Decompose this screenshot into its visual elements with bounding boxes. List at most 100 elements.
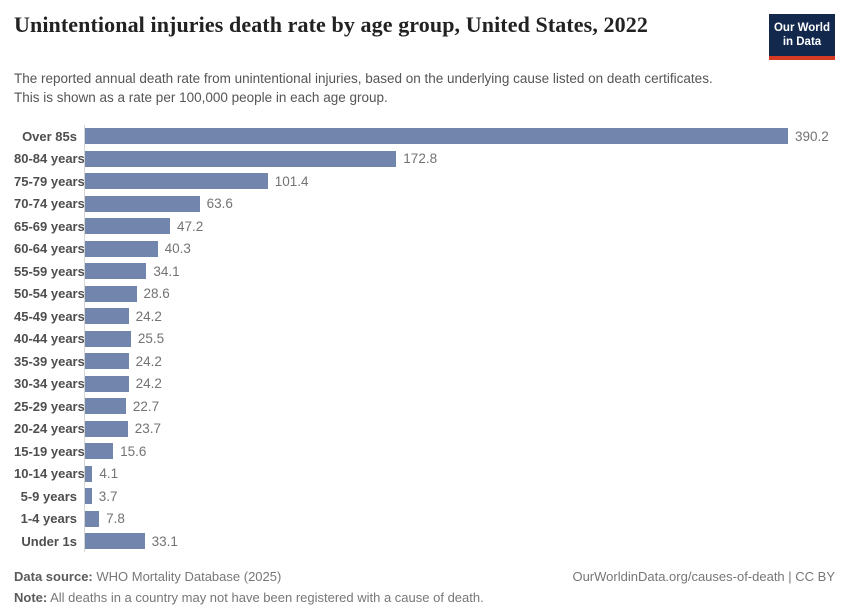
bar-row: 10-14 years 4.1 — [14, 462, 835, 485]
category-label: Over 85s — [22, 128, 77, 144]
bar-row: Over 85s 390.2 — [14, 124, 835, 148]
bar-track: 7.8 — [84, 507, 835, 530]
bar-row: 45-49 years 24.2 — [14, 304, 835, 328]
owid-logo[interactable]: Our World in Data — [769, 14, 835, 60]
bar-row: 75-79 years 101.4 — [14, 169, 835, 193]
category-label: 80-84 years — [14, 151, 85, 167]
bar[interactable] — [85, 150, 397, 167]
value-label: 23.7 — [134, 421, 161, 437]
bar-row: 30-34 years 24.2 — [14, 372, 835, 395]
bar-row: 55-59 years 34.1 — [14, 259, 835, 283]
category-label: 1-4 years — [20, 511, 77, 527]
category-label: 20-24 years — [14, 421, 85, 437]
value-label: 40.3 — [164, 241, 191, 257]
bar[interactable] — [85, 465, 93, 482]
owid-logo-line2: in Data — [782, 36, 822, 49]
note-label: Note: — [14, 590, 48, 606]
bar-track: 4.1 — [84, 462, 835, 485]
category-label: 75-79 years — [14, 173, 85, 189]
bar-track: 22.7 — [84, 394, 835, 418]
bar[interactable] — [85, 285, 137, 302]
value-label: 25.5 — [137, 331, 165, 347]
bar-track: 33.1 — [84, 529, 835, 553]
footer: Data source: WHO Mortality Database (202… — [14, 567, 835, 609]
category-label: 15-19 years — [14, 443, 85, 459]
bar[interactable] — [85, 128, 788, 145]
footer-attribution-link[interactable]: OurWorldinData.org/causes-of-death | CC … — [572, 569, 835, 585]
category-label: 55-59 years — [14, 263, 85, 279]
bar-row: 65-69 years 47.2 — [14, 214, 835, 238]
bar-row: 1-4 years 7.8 — [14, 507, 835, 530]
value-label: 172.8 — [403, 151, 438, 167]
bar-row: 35-39 years 24.2 — [14, 349, 835, 373]
value-label: 28.6 — [143, 286, 170, 302]
value-label: 101.4 — [274, 173, 309, 189]
data-source-text: WHO Mortality Database (2025) — [92, 569, 282, 585]
bar-track: 390.2 — [84, 124, 835, 148]
owid-logo-line1: Our World — [773, 22, 830, 34]
bar[interactable] — [85, 510, 100, 527]
bar[interactable] — [85, 375, 129, 392]
bar-chart: Over 85s 390.2 80-84 years 172.8 75-79 years… — [14, 124, 835, 553]
bar-track: 3.7 — [84, 484, 835, 508]
value-label: 4.1 — [99, 466, 119, 482]
bar-track: 28.6 — [84, 282, 835, 305]
bar[interactable] — [85, 263, 147, 280]
bar-track: 63.6 — [84, 192, 835, 215]
bar[interactable] — [85, 308, 129, 325]
bar[interactable] — [85, 420, 128, 437]
value-label: 390.2 — [795, 128, 829, 144]
data-source-label: Data source: — [14, 569, 93, 585]
data-source-line: Data source: WHO Mortality Database (202… — [14, 567, 484, 588]
bar-track: 23.7 — [84, 417, 835, 440]
value-label: 3.7 — [98, 488, 118, 504]
bar[interactable] — [85, 330, 131, 347]
category-label: 60-64 years — [14, 241, 85, 257]
bar-track: 101.4 — [84, 169, 835, 193]
chart-subtitle: The reported annual death rate from unin… — [14, 70, 713, 106]
bar[interactable] — [85, 240, 158, 257]
category-label: 5-9 years — [20, 488, 77, 504]
bar-track: 172.8 — [84, 147, 835, 170]
bar-row: 80-84 years 172.8 — [14, 147, 835, 170]
category-label: 25-29 years — [14, 398, 85, 414]
value-label: 22.7 — [132, 398, 160, 414]
bar-track: 40.3 — [84, 237, 835, 260]
bar[interactable] — [85, 353, 129, 370]
value-label: 63.6 — [206, 196, 233, 212]
bar-row: 20-24 years 23.7 — [14, 417, 835, 440]
bar[interactable] — [85, 218, 170, 235]
bar[interactable] — [85, 533, 145, 550]
bar-row: Under 1s 33.1 — [14, 529, 835, 553]
bar-row: 25-29 years 22.7 — [14, 394, 835, 418]
value-label: 24.2 — [135, 376, 162, 392]
value-label: 24.2 — [135, 308, 162, 324]
bar-track: 47.2 — [84, 214, 835, 238]
value-label: 34.1 — [153, 263, 180, 279]
category-label: 70-74 years — [14, 196, 85, 212]
bar-track: 24.2 — [84, 372, 835, 395]
category-label: 50-54 years — [14, 286, 85, 302]
bar-row: 70-74 years 63.6 — [14, 192, 835, 215]
bar-track: 24.2 — [84, 304, 835, 328]
page-title: Unintentional injuries death rate by age… — [14, 12, 648, 37]
bar-row: 15-19 years 15.6 — [14, 439, 835, 463]
bar[interactable] — [85, 173, 268, 190]
value-label: 33.1 — [151, 533, 178, 549]
footer-left: Data source: WHO Mortality Database (202… — [14, 567, 484, 609]
category-label: 35-39 years — [14, 353, 85, 369]
category-label: Under 1s — [21, 533, 77, 549]
bar-row: 50-54 years 28.6 — [14, 282, 835, 305]
bar-row: 40-44 years 25.5 — [14, 327, 835, 350]
value-label: 7.8 — [106, 511, 125, 527]
value-label: 47.2 — [177, 218, 204, 234]
bar-track: 34.1 — [84, 259, 835, 283]
note-text: All deaths in a country may not have bee… — [47, 590, 484, 606]
note-line: Note: All deaths in a country may not ha… — [14, 588, 484, 609]
category-label: 10-14 years — [14, 466, 85, 482]
bar[interactable] — [85, 488, 92, 505]
bar[interactable] — [85, 195, 200, 212]
bar[interactable] — [85, 398, 126, 415]
bar[interactable] — [85, 443, 114, 460]
